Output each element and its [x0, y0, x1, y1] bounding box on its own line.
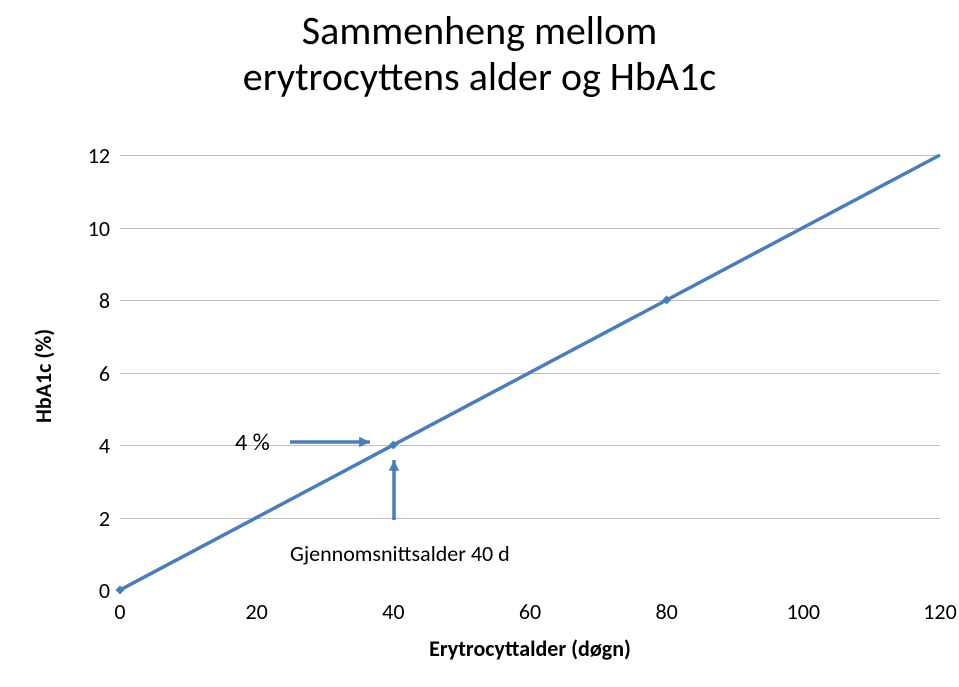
plot-area [120, 155, 940, 590]
xtick-label: 60 [510, 598, 550, 625]
chart-page: { "chart": { "type": "line-scatter", "ti… [0, 0, 959, 687]
xtick-label: 100 [783, 598, 823, 625]
chart-title: Sammenheng mellom erytrocyttens alder og… [0, 8, 959, 100]
ytick-label: 2 [99, 505, 110, 532]
gridline [120, 300, 940, 301]
ytick-label: 4 [99, 432, 110, 459]
ytick-label: 8 [99, 287, 110, 314]
annotation-mean-age: Gjennomsnittsalder 40 d [290, 540, 510, 567]
xtick-label: 120 [920, 598, 959, 625]
ytick-label: 12 [88, 142, 110, 169]
ytick-label: 6 [99, 360, 110, 387]
xtick-label: 0 [100, 598, 140, 625]
gridline [120, 155, 940, 156]
xtick-label: 20 [237, 598, 277, 625]
y-axis-label: HbA1c (%) [30, 328, 57, 422]
gridline [120, 373, 940, 374]
annotation-four-percent: 4 % [235, 428, 270, 457]
gridline [120, 228, 940, 229]
xtick-label: 40 [373, 598, 413, 625]
ytick-label: 10 [88, 215, 110, 242]
xtick-label: 80 [647, 598, 687, 625]
x-axis-label: Erytrocyttalder (døgn) [120, 635, 940, 662]
gridline [120, 518, 940, 519]
